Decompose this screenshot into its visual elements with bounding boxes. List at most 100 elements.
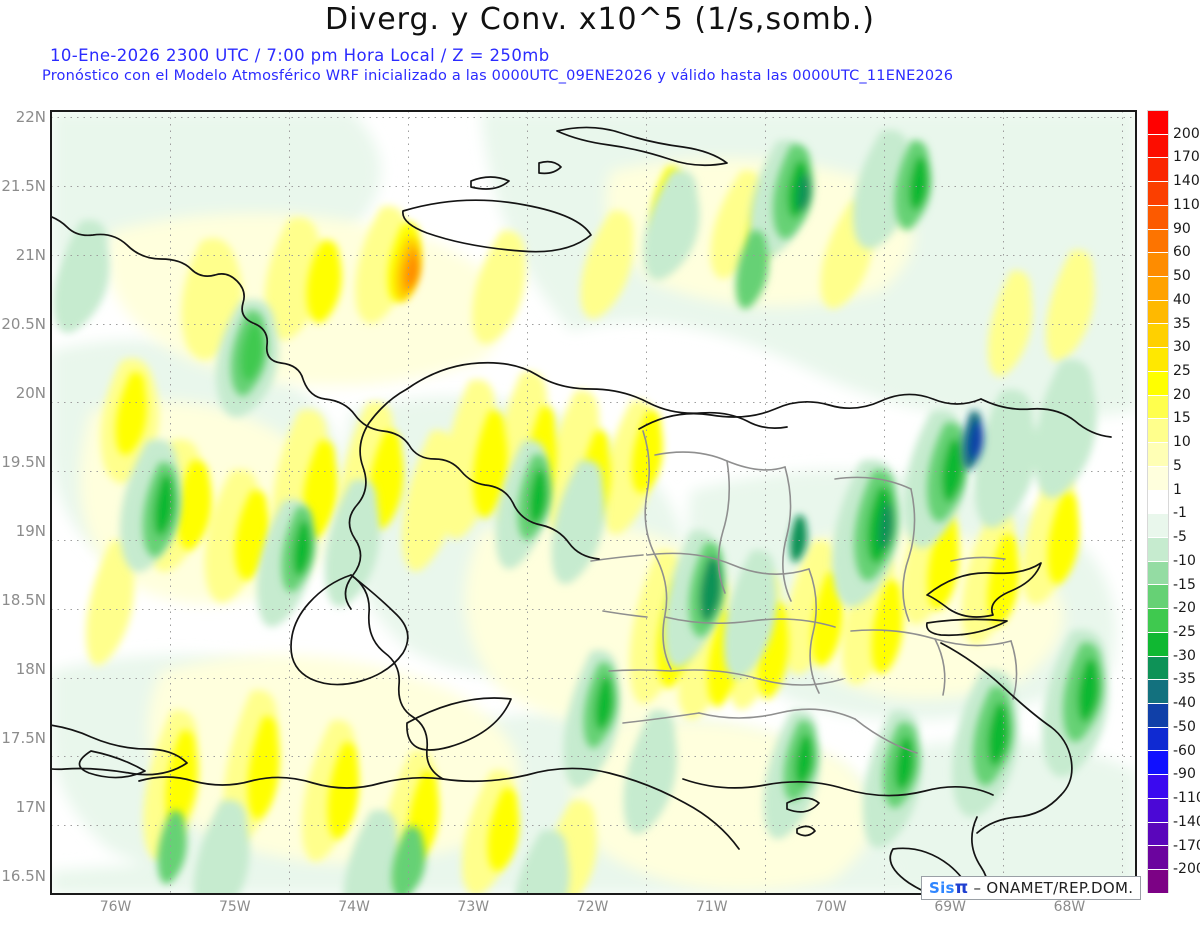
logo-brand-text: Sis	[929, 879, 955, 897]
latitude-tick-2: 21N	[15, 246, 46, 264]
colorbar-tick-label-4: 90	[1173, 220, 1191, 237]
colorbar-tick-label-19: -15	[1173, 576, 1196, 593]
colorbar-tick-label-18: -10	[1173, 552, 1196, 569]
colorbar-swatch-25	[1148, 703, 1168, 728]
latitude-tick-9: 17.5N	[1, 729, 46, 748]
colorbar-tick-label-24: -40	[1173, 695, 1196, 712]
longitude-tick-0: 76W	[99, 899, 132, 915]
latitude-tick-7: 18.5N	[1, 591, 46, 610]
latitude-tick-5: 19.5N	[1, 453, 46, 472]
colorbar-swatch-32	[1148, 870, 1168, 894]
province-borders	[590, 430, 1018, 754]
colorbar-tick-label-15: 1	[1173, 481, 1182, 498]
latitude-tick-0: 22N	[15, 107, 46, 126]
colorbar-tick-label-6: 50	[1173, 268, 1191, 285]
colorbar-swatch-12	[1148, 395, 1168, 420]
colorbar-swatch-27	[1148, 751, 1168, 776]
colorbar-tick-label-12: 15	[1173, 410, 1191, 427]
latitude-tick-11: 16.5N	[1, 867, 46, 886]
colorbar-tick-label-21: -25	[1173, 624, 1196, 640]
longitude-tick-6: 70W	[815, 899, 847, 915]
colorbar-swatch-1	[1148, 134, 1168, 159]
latitude-tick-4: 20N	[15, 384, 46, 403]
colorbar-tick-label-10: 25	[1173, 363, 1191, 379]
colorbar-tick-label-13: 10	[1173, 434, 1191, 451]
colorbar-swatch-11	[1148, 371, 1168, 396]
colorbar-tick-label-0: 200	[1173, 125, 1200, 142]
colorbar-tick-label-14: 5	[1173, 457, 1182, 474]
colorbar-swatch-5	[1148, 229, 1168, 254]
colorbar-swatch-14	[1148, 443, 1168, 467]
longitude-tick-8: 68W	[1053, 899, 1086, 915]
latitude-tick-1: 21.5N	[1, 176, 46, 195]
colorbar-swatch-19	[1148, 561, 1168, 586]
colorbar-swatch-30	[1148, 822, 1168, 847]
colorbar-swatch-6	[1148, 253, 1168, 278]
logo-agency-text: – ONAMET/REP.DOM.	[973, 879, 1134, 897]
longitude-tick-7: 69W	[934, 899, 967, 915]
colorbar-swatch-0	[1148, 111, 1168, 135]
colorbar-tick-label-20: -20	[1173, 600, 1196, 617]
agency-logo: Sis π – ONAMET/REP.DOM.	[921, 876, 1142, 900]
colorbar	[1147, 110, 1169, 894]
field-svg	[51, 111, 1136, 894]
coastlines	[51, 126, 1112, 894]
colorbar-swatch-13	[1148, 419, 1168, 444]
colorbar-tick-label-27: -90	[1173, 766, 1196, 783]
colorbar-swatch-17	[1148, 514, 1168, 538]
colorbar-swatch-2	[1148, 158, 1168, 183]
colorbar-tick-label-1: 170	[1173, 149, 1200, 166]
longitude-tick-2: 74W	[338, 899, 370, 915]
colorbar-swatch-18	[1148, 537, 1168, 562]
colorbar-tick-label-25: -50	[1173, 718, 1196, 735]
colorbar-swatch-20	[1148, 585, 1168, 610]
colorbar-swatch-10	[1148, 348, 1168, 372]
latitude-tick-10: 17N	[15, 798, 46, 817]
colorbar-swatch-8	[1148, 300, 1168, 325]
colorbar-tick-label-11: 20	[1173, 386, 1191, 403]
colorbar-swatch-16	[1148, 490, 1168, 515]
longitude-tick-1: 75W	[218, 899, 251, 915]
map-plot-area	[50, 110, 1137, 895]
page-title: Diverg. y Conv. x10^5 (1/s,somb.)	[325, 2, 875, 37]
colorbar-tick-label-26: -60	[1173, 742, 1196, 759]
colorbar-swatch-23	[1148, 656, 1168, 681]
colorbar-swatch-31	[1148, 846, 1168, 870]
colorbar-swatch-21	[1148, 609, 1168, 633]
colorbar-tick-label-23: -35	[1173, 671, 1196, 688]
colorbar-tick-label-17: -5	[1173, 529, 1187, 546]
latitude-tick-3: 20.5N	[1, 315, 46, 334]
colorbar-tick-label-9: 30	[1173, 339, 1191, 356]
colorbar-swatch-7	[1148, 277, 1168, 301]
logo-pi-icon: π	[954, 878, 969, 898]
colorbar-tick-label-16: -1	[1173, 505, 1187, 522]
colorbar-swatch-26	[1148, 727, 1168, 752]
colorbar-tick-label-7: 40	[1173, 291, 1191, 308]
colorbar-tick-label-2: 140	[1173, 173, 1200, 190]
colorbar-swatch-3	[1148, 182, 1168, 206]
colorbar-tick-label-31: -200	[1173, 861, 1200, 878]
colorbar-tick-label-8: 35	[1173, 315, 1191, 332]
colorbar-tick-label-28: -110	[1173, 790, 1200, 807]
valid-time-subtitle: 10-Ene-2026 2300 UTC / 7:00 pm Hora Loca…	[50, 46, 550, 65]
colorbar-swatch-9	[1148, 324, 1168, 349]
colorbar-swatch-24	[1148, 680, 1168, 704]
longitude-tick-5: 71W	[695, 899, 728, 915]
model-run-subtitle: Pronóstico con el Modelo Atmosférico WRF…	[42, 68, 954, 84]
colorbar-tick-label-29: -140	[1173, 813, 1200, 830]
longitude-tick-4: 72W	[576, 899, 609, 915]
divergence-shading-field	[51, 111, 1136, 894]
colorbar-tick-label-5: 60	[1173, 244, 1191, 261]
latitude-tick-6: 19N	[15, 522, 46, 541]
colorbar-swatch-22	[1148, 632, 1168, 657]
latitude-tick-8: 18N	[15, 660, 46, 679]
colorbar-swatch-4	[1148, 205, 1168, 230]
colorbar-swatch-15	[1148, 466, 1168, 491]
longitude-tick-3: 73W	[457, 899, 490, 915]
colorbar-swatch-28	[1148, 775, 1168, 799]
colorbar-tick-label-30: -170	[1173, 837, 1200, 854]
colorbar-swatch-29	[1148, 798, 1168, 823]
colorbar-tick-label-3: 110	[1173, 196, 1200, 213]
colorbar-tick-label-22: -30	[1173, 647, 1196, 664]
